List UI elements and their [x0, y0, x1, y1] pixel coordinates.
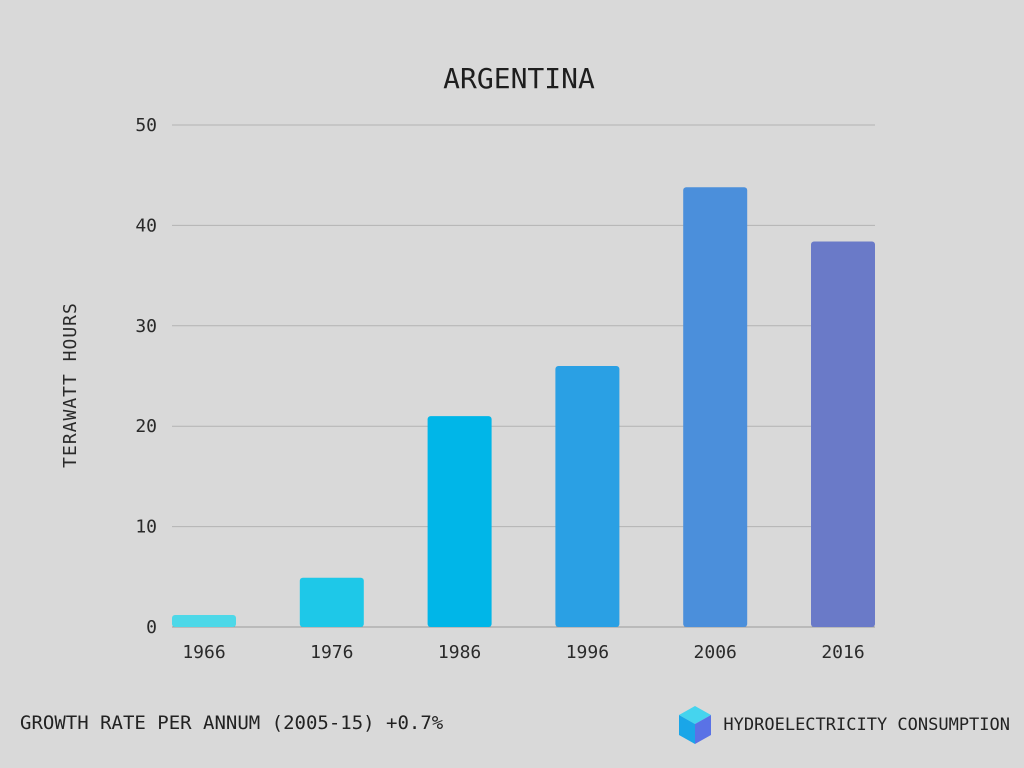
gridlines	[172, 124, 875, 628]
bar-1976	[299, 577, 364, 627]
y-tick-labels: 0 10 20 30 40 50	[135, 115, 157, 638]
y-tick-label: 0	[146, 617, 157, 638]
x-tick-label: 1986	[438, 642, 481, 663]
y-axis-label: TERAWATT HOURS	[60, 302, 81, 468]
growth-rate-text: GROWTH RATE PER ANNUM (2005-15) +0.7%	[20, 712, 444, 734]
bars	[172, 187, 875, 628]
y-tick-label: 10	[135, 517, 157, 538]
bar-1996	[555, 365, 620, 627]
bar-1986	[427, 416, 492, 627]
x-tick-label: 1976	[310, 642, 353, 663]
y-tick-label: 40	[135, 215, 157, 236]
y-tick-label: 20	[135, 416, 157, 437]
y-tick-label: 50	[135, 115, 157, 136]
cube-icon	[679, 706, 712, 744]
x-tick-label: 2016	[821, 642, 864, 663]
x-tick-labels: 1966 1976 1986 1996 2006 2016	[182, 642, 864, 663]
chart-title: ARGENTINA	[443, 62, 595, 95]
x-tick-label: 1996	[566, 642, 609, 663]
bar-2006	[683, 187, 748, 628]
legend-source: HYDROELECTRICITY CONSUMPTION	[677, 704, 1010, 746]
source-label: HYDROELECTRICITY CONSUMPTION	[723, 715, 1010, 735]
x-tick-label: 2006	[694, 642, 737, 663]
y-tick-label: 30	[135, 316, 157, 337]
bar-1966	[172, 614, 236, 627]
x-tick-label: 1966	[182, 642, 225, 663]
bar-2016	[811, 241, 875, 628]
